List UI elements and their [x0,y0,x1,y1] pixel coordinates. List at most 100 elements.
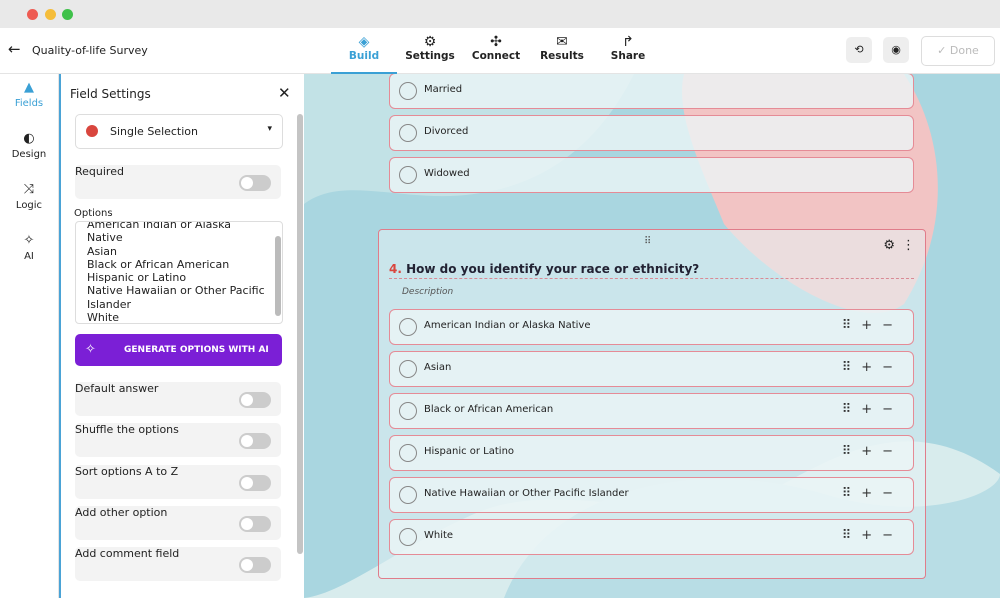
option-label: Married [424,84,463,95]
back-button[interactable]: ← [8,40,21,58]
toggle-label: Default answer [75,382,159,395]
tab-label: Settings [405,50,455,62]
field-type-select[interactable]: Single Selection ▾ [75,114,283,149]
toggle-label: Add comment field [75,547,180,561]
field-type: Single Selection [110,125,199,138]
rail-label: Logic [15,200,43,211]
option-label: Native Hawaiian or Other Pacific Islande… [424,488,629,499]
window-bar [0,0,1000,28]
tab[interactable]: ↱ Share [595,28,661,72]
radio[interactable] [399,402,417,420]
option[interactable]: Black or African American ⠿+− [389,393,914,429]
option-controls[interactable]: ⠿+− [841,444,903,459]
option[interactable]: Divorced [389,115,914,151]
toggle[interactable] [239,175,271,191]
toggle[interactable] [239,474,271,491]
rail: ▲ Fields ◐ Design ⤨ Logic ✧ AI [0,74,59,598]
tab-icon: ⚙ [423,34,437,50]
radio[interactable] [399,124,417,142]
history-button[interactable]: ⟲ [846,37,872,63]
tab[interactable]: ✉ Results [529,28,595,72]
toggle[interactable] [239,515,271,532]
option-label: Widowed [424,168,470,179]
tab-label: Results [540,50,584,62]
question-number: 4. [389,262,402,276]
radio[interactable] [399,360,417,378]
options-label: Options [74,208,113,219]
rail-icon: ▲ [24,80,34,95]
done-label: Done [949,44,979,57]
option-label: Divorced [424,126,469,137]
toggle-row[interactable]: Shuffle the options [75,423,281,458]
canvas: Married Divorced Widowed ⠿ ⚙ ⋮ 4. How do y… [304,74,1000,598]
option-label: Black or African American [424,404,554,415]
rail-label: Design [11,149,47,160]
options-textarea[interactable]: American Indian or Alaska Native Asian Bla… [75,221,283,324]
option-controls[interactable]: ⠿+− [841,318,903,333]
toggle-label: Add other option [75,505,168,519]
option[interactable]: Hispanic or Latino ⠿+− [389,435,914,471]
radio[interactable] [399,166,417,184]
tab-icon: ◈ [358,34,370,50]
option-line: Asian [87,244,118,258]
panel: Field Settings ✕ Single Selection ▾ Opti… [61,74,304,598]
radio[interactable] [399,444,417,462]
toggle-row[interactable]: Sort options A to Z [75,464,281,499]
rail-label: AI [24,251,34,262]
tab[interactable]: ✣ Connect [463,28,529,72]
option-label: Asian [424,362,452,373]
rail-icon: ✧ [23,233,35,248]
option[interactable]: White ⠿+− [389,519,914,555]
done-button[interactable]: ✓ Done [921,36,995,66]
question-description: Description [402,287,454,297]
option[interactable]: Asian ⠿+− [389,351,914,387]
preview-button[interactable]: ◉ [883,37,909,63]
ai-button-label: GENERATE OPTIONS WITH AI [124,345,269,355]
question-text: How do you identify your race or ethnici… [406,262,700,276]
toggle-row[interactable]: Default answer [75,382,281,416]
tab-label: Build [348,50,380,62]
tab-icon: ✣ [490,34,502,50]
survey-title: Quality-of-life Survey [32,44,148,57]
rail-item[interactable]: ◐ Design [0,131,58,160]
option-label: White [424,530,454,541]
radio[interactable] [399,528,417,546]
option-label: Hispanic or Latino [424,446,515,457]
toggle[interactable] [239,433,271,450]
rail-icon: ⤨ [23,182,35,197]
toggle-row[interactable]: Add comment field [75,547,281,582]
toggle[interactable] [239,557,271,574]
required-row[interactable]: Required [75,165,281,199]
option-line: American Indian or Alaska Native [87,221,232,245]
option-line: Hispanic or Latino [87,271,187,285]
option[interactable]: American Indian or Alaska Native ⠿+− [389,309,914,345]
tab[interactable]: ⚙ Settings [397,28,463,72]
radio[interactable] [399,486,417,504]
radio[interactable] [399,82,417,100]
option[interactable]: Married [389,74,914,109]
rail-item[interactable]: ✧ AI [0,233,58,262]
option[interactable]: Widowed [389,157,914,193]
close-button[interactable]: ✕ [278,84,291,102]
rail-active [59,74,61,598]
required-label: Required [75,165,124,178]
toggle[interactable] [239,392,271,408]
option-controls[interactable]: ⠿+− [841,360,903,375]
option-line: White [87,311,119,324]
panel-title: Field Settings [70,87,151,101]
radio[interactable] [399,318,417,336]
option-controls[interactable]: ⠿+− [841,528,903,543]
header: ← Quality-of-life Survey ◈ Build ⚙ Settings… [0,28,1000,74]
tab-icon: ↱ [622,34,634,50]
option-controls[interactable]: ⠿+− [841,486,903,501]
toggle-row[interactable]: Add other option [75,505,281,540]
option-controls[interactable]: ⠿+− [841,402,903,417]
option-label: American Indian or Alaska Native [424,320,591,331]
tab[interactable]: ◈ Build [331,28,397,74]
option-line: Native Hawaiian or Other Pacific Islande… [87,284,265,311]
rail-item[interactable]: ⤨ Logic [0,182,58,211]
rail-item[interactable]: ▲ Fields [0,80,58,109]
option[interactable]: Native Hawaiian or Other Pacific Islande… [389,477,914,513]
ai-button[interactable]: ✧ GENERATE OPTIONS WITH AI [75,334,282,366]
